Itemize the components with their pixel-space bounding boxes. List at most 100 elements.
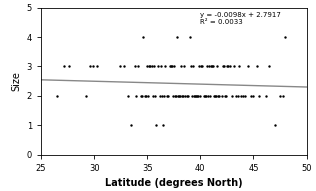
Point (138, 94, 143, 97)
Point (88, 65, 93, 68)
Point (264, 94, 269, 97)
Point (146, 94, 151, 97)
Point (169, 65, 174, 68)
Point (232, 65, 237, 68)
Point (188, 65, 193, 68)
Point (172, 94, 177, 97)
Point (190, 65, 195, 68)
Point (165, 94, 170, 97)
Point (234, 94, 239, 97)
Point (141, 36, 146, 39)
Point (222, 94, 227, 97)
Point (249, 94, 254, 97)
Point (62, 65, 67, 68)
Point (155, 65, 161, 68)
Y-axis label: Size: Size (11, 71, 21, 91)
Point (256, 94, 261, 97)
Point (121, 65, 126, 68)
Point (203, 94, 208, 97)
Point (194, 94, 199, 97)
Point (214, 94, 219, 97)
Point (135, 65, 140, 68)
Point (225, 65, 230, 68)
Point (217, 94, 222, 97)
Point (223, 94, 228, 97)
Point (133, 94, 138, 97)
Point (174, 36, 179, 39)
Point (198, 94, 203, 97)
Point (200, 65, 205, 68)
Point (197, 65, 202, 68)
Point (159, 65, 164, 68)
Point (238, 94, 243, 97)
Point (195, 94, 200, 97)
Point (143, 94, 148, 97)
Point (224, 65, 229, 68)
Point (215, 65, 220, 68)
Text: y = -0.0098x + 2.7917
R² = 0.0033: y = -0.0098x + 2.7917 R² = 0.0033 (200, 12, 281, 25)
Point (126, 94, 131, 97)
Point (184, 94, 189, 97)
Point (175, 94, 180, 97)
Point (148, 65, 153, 68)
Point (235, 94, 240, 97)
Point (163, 65, 168, 68)
Point (147, 65, 152, 68)
X-axis label: Latitude (degrees North): Latitude (degrees North) (105, 178, 243, 188)
Point (132, 65, 137, 68)
Point (160, 94, 165, 97)
Point (191, 94, 197, 97)
Point (202, 94, 207, 97)
Point (210, 65, 216, 68)
Point (129, 124, 134, 127)
Point (230, 94, 235, 97)
Point (209, 65, 214, 68)
Point (166, 94, 171, 97)
Point (145, 65, 150, 68)
Point (177, 94, 182, 97)
Point (185, 94, 190, 97)
Point (251, 94, 256, 97)
Point (212, 94, 217, 97)
Point (220, 65, 225, 68)
Point (157, 94, 162, 97)
Point (210, 65, 215, 68)
Point (240, 94, 245, 97)
Point (204, 65, 209, 68)
Point (83, 94, 88, 97)
Point (54, 94, 59, 97)
Point (153, 124, 158, 127)
Point (117, 65, 122, 68)
Point (192, 94, 198, 97)
Point (66, 65, 71, 68)
Point (173, 94, 179, 97)
Point (242, 94, 247, 97)
Point (196, 94, 201, 97)
Point (206, 65, 211, 68)
Point (139, 94, 144, 97)
Point (150, 94, 155, 97)
Point (144, 94, 149, 97)
Point (91, 65, 96, 68)
Point (219, 94, 224, 97)
Point (221, 65, 226, 68)
Point (178, 94, 183, 97)
Point (179, 65, 184, 68)
Point (152, 94, 157, 97)
Point (201, 94, 206, 97)
Point (205, 94, 210, 97)
Point (228, 65, 233, 68)
Point (170, 94, 175, 97)
Point (168, 65, 173, 68)
Point (283, 36, 288, 39)
Point (216, 94, 221, 97)
Point (246, 65, 251, 68)
Point (162, 94, 167, 97)
Point (149, 65, 154, 68)
Point (267, 65, 272, 68)
Point (151, 65, 156, 68)
Point (171, 65, 176, 68)
Point (167, 65, 172, 68)
Point (254, 65, 259, 68)
Point (199, 65, 204, 68)
